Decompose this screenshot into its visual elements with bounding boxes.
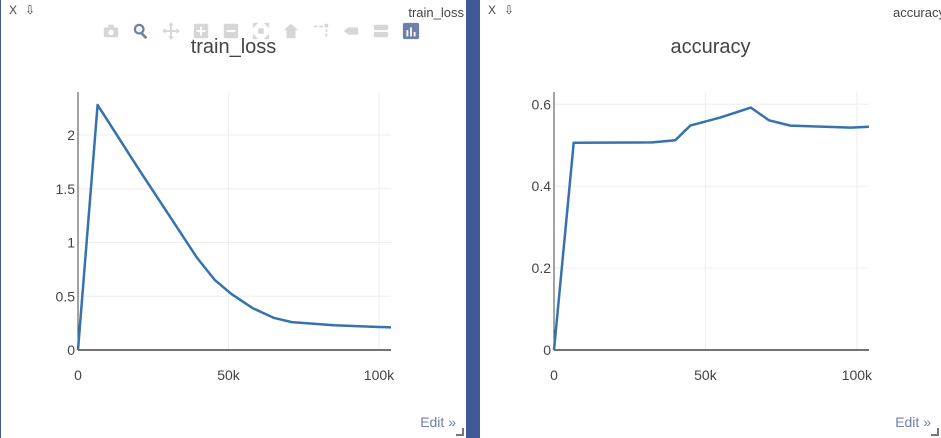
pane-name: accuracy: [892, 5, 941, 20]
pane-controls: X ⇩: [488, 3, 514, 17]
y-tick-label: 0: [67, 342, 75, 358]
zoom-out-icon[interactable]: [221, 22, 241, 40]
resize-handle[interactable]: [456, 428, 464, 436]
pane-train-loss: X ⇩ train_loss: [0, 0, 466, 438]
x-tick-label: 50k: [217, 367, 241, 383]
y-tick-label: 2: [67, 127, 75, 143]
x-tick-label: 50k: [694, 367, 718, 383]
edit-link[interactable]: Edit »: [895, 414, 931, 430]
pane-accuracy: X ⇩ accuracy accuracy 0 0.2 0.4 0.6 0 50k 100k…: [480, 0, 941, 438]
accuracy-chart[interactable]: 0 0.2 0.4 0.6 0 50k 100k: [480, 0, 941, 438]
close-pane-button[interactable]: X: [488, 3, 497, 17]
hover-closest-icon[interactable]: [341, 22, 361, 40]
edit-link[interactable]: Edit »: [420, 414, 456, 430]
modebar: [101, 22, 421, 40]
pane-divider[interactable]: [466, 0, 480, 438]
x-tick-label: 0: [74, 367, 82, 383]
x-tick-label: 100k: [842, 367, 873, 383]
x-tick-label: 100k: [364, 367, 395, 383]
chart-title: accuracy: [670, 36, 751, 58]
camera-icon[interactable]: [101, 22, 121, 40]
y-tick-label: 0.4: [532, 178, 552, 194]
y-tick-label: 0.5: [56, 288, 76, 304]
y-tick-label: 0: [543, 342, 551, 358]
zoom-icon[interactable]: [131, 22, 151, 40]
y-tick-label: 1: [67, 235, 75, 251]
y-tick-label: 1.5: [56, 181, 76, 197]
zoom-in-icon[interactable]: [191, 22, 211, 40]
plotly-logo-icon[interactable]: [401, 22, 421, 40]
close-pane-button[interactable]: X: [9, 3, 18, 17]
pan-icon[interactable]: [161, 22, 181, 40]
reset-axes-icon[interactable]: [281, 22, 301, 40]
y-tick-label: 0.2: [532, 260, 552, 276]
series-line[interactable]: [76, 103, 392, 351]
series-line[interactable]: [552, 106, 870, 351]
y-tick-label: 0.6: [532, 96, 552, 112]
chart-title: train_loss: [190, 36, 277, 58]
pin-pane-icon[interactable]: ⇩: [25, 3, 36, 17]
pin-pane-icon[interactable]: ⇩: [504, 3, 515, 17]
resize-handle[interactable]: [931, 428, 939, 436]
hover-compare-icon[interactable]: [371, 22, 391, 40]
x-tick-label: 0: [550, 367, 558, 383]
train-loss-chart[interactable]: 0 0.5 1 1.5 2 0 50k 100k: [1, 0, 466, 438]
spike-lines-icon[interactable]: [311, 22, 331, 40]
autoscale-icon[interactable]: [251, 22, 271, 40]
pane-name: train_loss: [408, 5, 464, 20]
pane-controls: X ⇩: [9, 3, 35, 17]
